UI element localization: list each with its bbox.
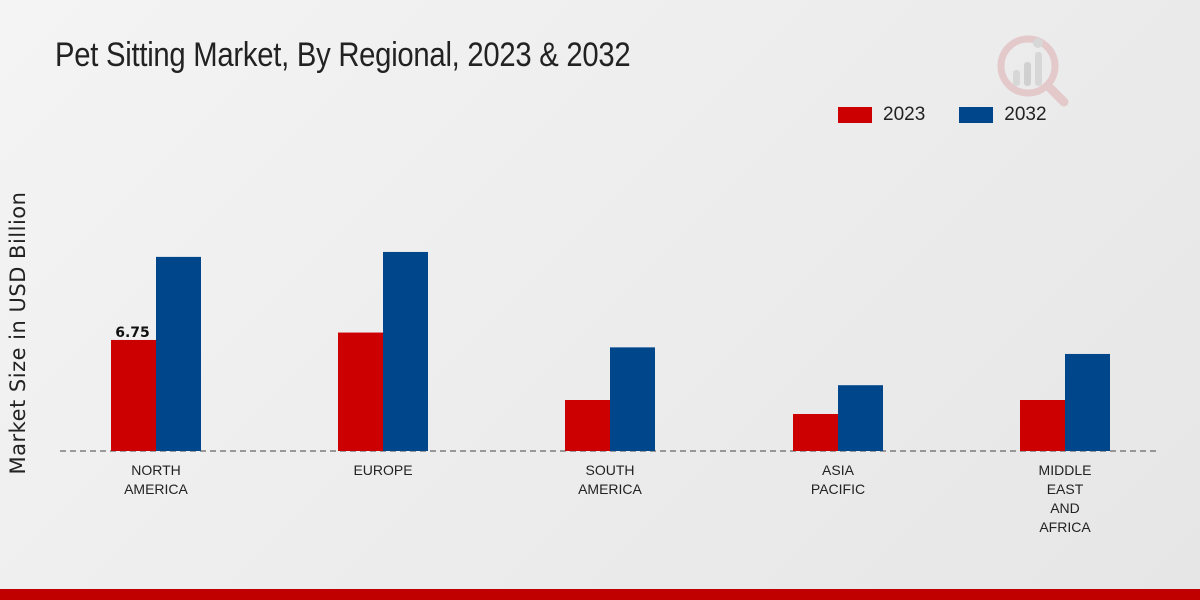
legend: 2023 2032 (838, 104, 1081, 126)
bar-2023-0 (111, 339, 156, 451)
legend-swatch-2023 (838, 107, 872, 123)
x-tick-label-4-2: AND (1050, 500, 1080, 516)
legend-label-2023: 2023 (883, 104, 926, 125)
x-tick-label-4-1: EAST (1047, 481, 1084, 497)
bar-2032-2 (610, 347, 655, 451)
brand-logo-icon (997, 35, 1069, 107)
bar-2023-4 (1020, 400, 1065, 451)
bar-2032-0 (156, 256, 201, 451)
legend-swatch-2032 (959, 107, 994, 123)
x-tick-label-2-1: AMERICA (578, 481, 642, 497)
bar-2032-4 (1065, 353, 1110, 451)
legend-label-2032: 2032 (1004, 104, 1047, 125)
bar-2032-1 (383, 251, 428, 451)
bar-2023-2 (565, 400, 610, 451)
bar-2023-3 (793, 413, 838, 451)
x-tick-label-4-3: AFRICA (1039, 519, 1091, 535)
data-label-0: 6.75 (115, 325, 150, 341)
bar-2023-1 (338, 332, 383, 451)
legend-item-2023: 2023 (838, 104, 925, 126)
bar-2032-3 (838, 385, 883, 451)
x-tick-label-0-1: AMERICA (124, 481, 188, 497)
chart-title: Pet Sitting Market, By Regional, 2023 & … (55, 36, 631, 74)
bottom-accent-bar (0, 589, 1200, 600)
legend-item-2032: 2032 (959, 104, 1047, 126)
x-tick-label-3-0: ASIA (822, 462, 855, 478)
x-tick-label-2-0: SOUTH (586, 462, 635, 478)
x-tick-label-1-0: EUROPE (353, 462, 412, 478)
x-tick-label-3-1: PACIFIC (811, 481, 865, 497)
x-tick-label-0-0: NORTH (131, 462, 181, 478)
x-tick-label-4-0: MIDDLE (1039, 462, 1092, 478)
